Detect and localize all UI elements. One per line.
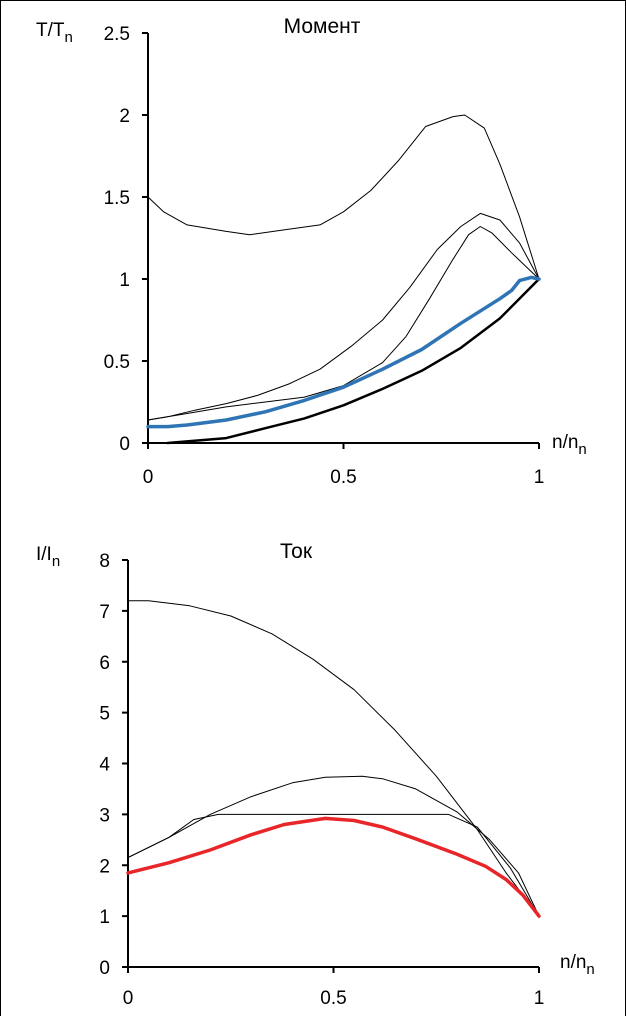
chart-title: Момент	[284, 15, 361, 38]
y-tick-label: 5	[99, 704, 110, 725]
y-tick-label: 1	[99, 907, 110, 928]
y-axis-label: I/In	[36, 544, 60, 570]
x-tick-label: 0.5	[320, 988, 346, 1009]
series-line-2	[127, 775, 540, 917]
series-line-4	[126, 816, 541, 918]
series-line-5	[146, 275, 541, 429]
y-axis-label: T/Tn	[36, 20, 73, 46]
y-tick-label: 4	[99, 755, 110, 776]
series-line-4	[166, 277, 541, 445]
y-tick-label: 6	[99, 653, 110, 674]
x-tick-label: 1	[534, 467, 545, 488]
y-tick-label: 7	[99, 602, 110, 623]
series-line-1	[127, 600, 540, 917]
x-tick-label: 0.5	[330, 467, 356, 488]
y-tick-label: 2.5	[104, 24, 130, 45]
series-line-3	[127, 813, 540, 917]
y-tick-label: 0	[119, 434, 130, 455]
y-tick-label: 3	[99, 805, 110, 826]
series-line-3	[147, 226, 540, 421]
y-tick-label: 1	[119, 270, 130, 291]
x-axis-label: n/nn	[552, 432, 587, 458]
series-line-1	[147, 114, 540, 280]
x-axis-label: n/nn	[560, 952, 595, 978]
x-tick-label: 0	[143, 467, 154, 488]
series-line-2	[147, 212, 540, 421]
chart-title: Ток	[280, 540, 313, 563]
y-tick-label: 1.5	[104, 188, 130, 209]
y-tick-label: 2	[99, 856, 110, 877]
x-tick-label: 1	[534, 988, 545, 1009]
y-tick-label: 0.5	[104, 352, 130, 373]
y-tick-label: 8	[99, 551, 110, 572]
y-tick-label: 2	[119, 106, 130, 127]
y-tick-label: 0	[99, 958, 110, 979]
x-tick-label: 0	[123, 988, 134, 1009]
